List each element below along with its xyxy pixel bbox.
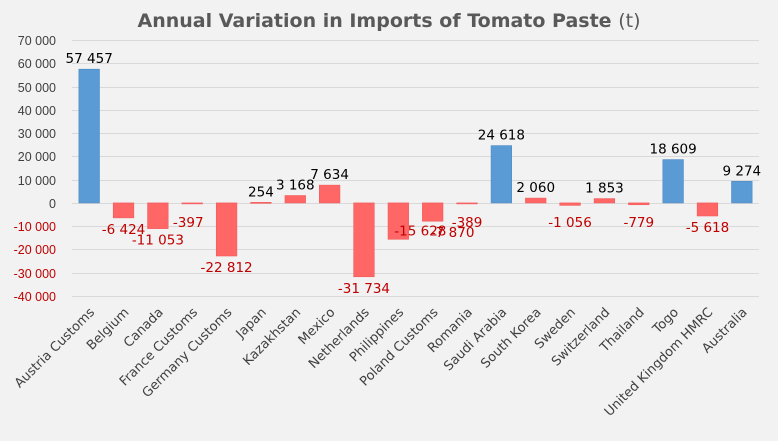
bar — [319, 184, 341, 204]
data-label: 9 274 — [722, 163, 761, 179]
data-label: 2 060 — [516, 180, 555, 196]
y-tick-label: 40 000 — [18, 104, 56, 118]
bar — [181, 202, 203, 205]
bar — [147, 202, 169, 229]
bar — [284, 195, 306, 204]
y-tick-label: 60 000 — [18, 57, 56, 71]
chart-title-unit: (t) — [618, 10, 640, 32]
bar — [387, 202, 409, 240]
data-label: 1 853 — [585, 181, 624, 197]
bar — [422, 202, 444, 222]
data-label: -6 424 — [102, 222, 146, 238]
bar — [78, 68, 100, 204]
data-label: 57 457 — [66, 51, 113, 67]
bar — [215, 202, 238, 257]
bar — [662, 159, 684, 204]
y-tick-label: -10 000 — [14, 220, 56, 234]
data-labels: 57 457 -6 424-11 053 -397 -22 812 254 3 1687 … — [66, 51, 762, 297]
data-label: 254 — [248, 184, 274, 200]
y-tick-label: 50 000 — [18, 81, 56, 95]
bar — [353, 202, 375, 278]
chart-title: Annual Variation in Imports of Tomato Pa… — [138, 10, 641, 32]
y-tick-label: 10 000 — [18, 174, 56, 188]
data-label: -389 — [452, 215, 483, 231]
data-label: 3 168 — [276, 178, 315, 194]
bar — [628, 202, 650, 206]
data-label: -1 056 — [548, 215, 592, 231]
data-label: -397 — [173, 215, 204, 231]
y-tick-label: -40 000 — [14, 290, 56, 304]
data-label: -779 — [623, 215, 654, 231]
y-tick-label: 0 — [49, 197, 56, 211]
gridlines — [72, 40, 759, 297]
bar — [456, 202, 478, 205]
bar — [731, 181, 753, 204]
bar — [525, 197, 547, 204]
y-tick-label: 20 000 — [18, 150, 56, 164]
bar — [490, 145, 512, 204]
bar — [593, 198, 616, 204]
y-tick-label: -20 000 — [14, 243, 56, 257]
data-label: -5 618 — [686, 220, 730, 236]
bar — [112, 202, 135, 219]
data-label: 7 634 — [310, 167, 349, 183]
bar — [696, 202, 719, 217]
x-tick-label: Austria Customs — [12, 305, 98, 391]
y-tick-label: 30 000 — [18, 127, 56, 141]
y-tick-label: -30 000 — [14, 267, 56, 281]
bar — [250, 202, 272, 204]
data-label: -31 734 — [338, 281, 390, 297]
data-label: 18 609 — [650, 142, 697, 158]
data-label: 24 618 — [478, 128, 525, 144]
data-label: -15 628 — [394, 223, 446, 239]
y-tick-label: 70 000 — [18, 34, 56, 48]
bars — [78, 68, 753, 278]
chart-title-text: Annual Variation in Imports of Tomato Pa… — [138, 10, 612, 32]
data-label: -22 812 — [201, 260, 253, 276]
y-axis-ticks: 70 000 60 000 50 000 40 000 30 000 20 000 10 0… — [14, 34, 56, 304]
data-label: -7 870 — [431, 225, 475, 241]
data-label: -11 053 — [132, 233, 184, 249]
bar — [559, 202, 581, 206]
